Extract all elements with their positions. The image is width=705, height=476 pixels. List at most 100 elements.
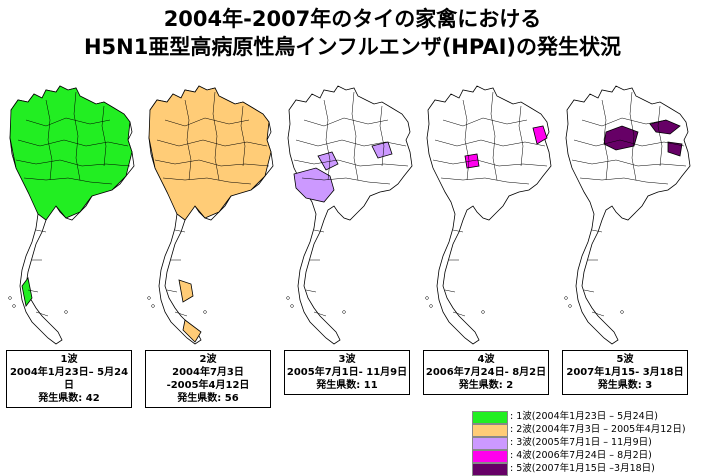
- island: [8, 296, 12, 300]
- province-boundary: [579, 177, 669, 185]
- caption-wave-count: 発生県数: 3: [597, 380, 653, 391]
- province-boundary: [351, 91, 359, 181]
- thailand-map-svg: [286, 85, 413, 345]
- province-boundary: [35, 311, 49, 317]
- province-boundary: [303, 117, 389, 127]
- island: [12, 304, 16, 308]
- legend-label: : 5波(2007年1月15日 –3月18日): [510, 463, 655, 474]
- legend-label: : 3波(2005年7月1日 – 11月9日): [510, 437, 652, 448]
- legend-item-wave-4: : 4波(2006年7月24日 – 8月2日): [472, 449, 704, 463]
- caption-wave-label: 3波: [338, 354, 356, 365]
- island: [151, 304, 155, 308]
- province-boundary: [212, 91, 220, 181]
- map-wave-1: [6, 80, 142, 350]
- thailand-map-svg: [8, 85, 135, 345]
- caption-wave-period: 2004年7月3日: [172, 367, 244, 378]
- province-boundary: [323, 99, 331, 181]
- province-boundary: [164, 117, 250, 127]
- province-boundary: [25, 117, 111, 127]
- legend-label: : 2波(2004年7月3日 – 2005年4月12日): [510, 424, 686, 435]
- legend-swatch: [472, 437, 508, 450]
- legend-swatch: [472, 424, 508, 437]
- country-outline: [287, 85, 413, 345]
- province-boundary: [154, 159, 270, 167]
- affected-region: [9, 85, 133, 221]
- legend-swatch: [472, 450, 508, 463]
- caption-wave-1: 1波 2004年1月23日– 5月24日 発生県数: 42: [6, 350, 132, 408]
- province-boundary: [27, 289, 39, 293]
- province-boundary: [629, 91, 637, 181]
- legend-item-wave-1: : 1波(2004年1月23日 – 5月24日): [472, 410, 704, 424]
- caption-wave-period: 2004年1月23日– 5月24日: [9, 367, 129, 391]
- caption-wave-period: 2007年1月15- 3月18日: [566, 367, 684, 378]
- country-outline: [565, 85, 691, 345]
- title-line-2: H5N1亜型高病原性鳥インフルエンザ(HPAI)の発生状況: [83, 35, 622, 59]
- legend-item-wave-3: : 3波(2005年7月1日 – 11月9日): [472, 436, 704, 450]
- caption-wave-count: 発生県数: 56: [177, 393, 239, 404]
- caption-wave-period: 2006年7月24日- 8月2日: [425, 367, 547, 378]
- thailand-map-svg: [425, 85, 552, 345]
- province-boundary: [434, 139, 546, 147]
- island: [425, 296, 429, 300]
- province-boundary: [240, 105, 246, 167]
- caption-wave-label: 5波: [616, 354, 634, 365]
- caption-wave-4: 4波 2006年7月24日- 8月2日 発生県数: 2: [423, 350, 549, 395]
- province-boundary: [17, 139, 129, 147]
- province-boundary: [581, 117, 667, 127]
- island: [286, 296, 290, 300]
- country-outline: [426, 85, 552, 345]
- province-boundary: [571, 159, 687, 167]
- map-wave-2: [145, 80, 281, 350]
- affected-region: [293, 167, 335, 203]
- province-boundary: [313, 311, 327, 317]
- province-boundary: [518, 105, 524, 167]
- island: [429, 304, 433, 308]
- affected-region: [178, 279, 194, 303]
- legend-item-wave-2: : 2波(2004年7月3日 – 2005年4月12日): [472, 423, 704, 437]
- island: [203, 310, 207, 314]
- caption-wave-count: 発生県数: 2: [458, 380, 514, 391]
- caption-wave-5: 5波 2007年1月15- 3月18日 発生県数: 3: [562, 350, 688, 395]
- province-boundary: [432, 159, 548, 167]
- caption-wave-label: 4波: [477, 354, 495, 365]
- province-boundary: [174, 229, 186, 233]
- province-boundary: [591, 229, 603, 233]
- legend-swatch: [472, 463, 508, 476]
- affected-region: [148, 85, 272, 221]
- province-boundary: [591, 311, 605, 317]
- legend-item-wave-5: : 5波(2007年1月15日 –3月18日): [472, 462, 704, 476]
- island: [568, 304, 572, 308]
- island: [290, 304, 294, 308]
- province-boundary: [295, 139, 407, 147]
- province-boundary: [166, 289, 178, 293]
- island: [342, 310, 346, 314]
- province-boundary: [156, 139, 268, 147]
- province-boundary: [452, 229, 464, 233]
- title-line-1: 2004年-2007年のタイの家禽における: [163, 7, 542, 31]
- province-boundary: [301, 177, 391, 185]
- thailand-map-svg: [147, 85, 274, 345]
- affected-region: [667, 141, 683, 157]
- province-boundary: [657, 105, 663, 167]
- island: [64, 310, 68, 314]
- province-boundary: [35, 229, 47, 233]
- caption-wave-count: 発生県数: 42: [38, 393, 100, 404]
- legend-label: : 4波(2006年7月24日 – 8月2日): [510, 450, 652, 461]
- caption-wave-label: 1波: [60, 354, 78, 365]
- province-boundary: [379, 105, 385, 167]
- province-boundary: [174, 311, 188, 317]
- caption-wave-3: 3波 2005年7月1日- 11月9日 発生県数: 11: [284, 350, 410, 395]
- province-boundary: [23, 177, 113, 185]
- province-boundary: [15, 159, 131, 167]
- province-boundary: [293, 159, 409, 167]
- map-wave-4: [423, 80, 559, 350]
- legend-swatch: [472, 411, 508, 424]
- island: [147, 296, 151, 300]
- province-boundary: [490, 91, 498, 181]
- thailand-map-svg: [564, 85, 691, 345]
- affected-region: [317, 151, 339, 171]
- island: [620, 310, 624, 314]
- caption-wave-period-2: -2005年4月12日: [166, 380, 250, 391]
- caption-wave-period: 2005年7月1日- 11月9日: [286, 367, 408, 378]
- province-boundary: [73, 91, 81, 181]
